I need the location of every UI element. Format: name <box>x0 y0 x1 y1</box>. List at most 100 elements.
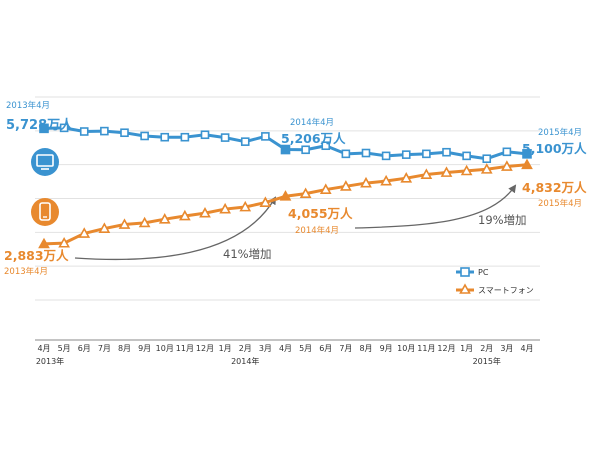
data-point-pc <box>79 127 89 136</box>
pc-2015-value: 5,100万人 <box>522 141 587 156</box>
data-point-pc <box>240 137 250 146</box>
sp-2014-date: 2014年4月 <box>295 225 339 236</box>
legend: PC スマートフォン <box>456 267 534 295</box>
sp-2014-value: 4,055万人 <box>288 206 353 221</box>
data-point-pc <box>401 150 411 159</box>
x-tick-label: 5月 <box>299 344 312 353</box>
data-point-pc <box>220 133 230 142</box>
pc-2013-value: 5,728万人 <box>6 117 74 133</box>
data-point-smartphone <box>319 183 332 194</box>
x-tick-label: 3月 <box>500 344 513 353</box>
legend-label-smartphone: スマートフォン <box>478 286 534 295</box>
sp-2015-date: 2015年4月 <box>538 198 582 209</box>
pc-2014-date: 2014年4月 <box>290 117 334 128</box>
data-point-pc <box>321 141 331 151</box>
data-point-smartphone <box>38 237 50 249</box>
data-point-pc <box>140 131 149 141</box>
data-point-smartphone <box>78 227 91 238</box>
data-point-smartphone <box>199 206 211 218</box>
x-year-label: 2014年 <box>231 356 259 366</box>
data-point-pc <box>100 126 109 136</box>
x-tick-label: 7月 <box>339 344 352 353</box>
data-point-smartphone <box>340 180 352 191</box>
sp-2013-value: 2,883万人 <box>4 248 69 263</box>
pc-2014-value: 5,206万人 <box>281 131 346 146</box>
data-point-smartphone <box>98 222 111 233</box>
x-tick-label: 7月 <box>98 344 111 353</box>
data-point-smartphone <box>480 163 493 174</box>
legend-item-smartphone: スマートフォン <box>456 283 534 295</box>
growth-arrow-2014-2015 <box>354 184 517 229</box>
x-tick-label: 2月 <box>480 344 493 353</box>
x-tick-label: 12月 <box>437 344 455 353</box>
x-tick-label: 11月 <box>417 344 435 353</box>
growth-label-2015: 19%増加 <box>478 213 527 227</box>
data-point-smartphone <box>360 176 372 188</box>
x-year-label: 2013年 <box>36 356 64 366</box>
data-point-smartphone <box>501 160 513 171</box>
x-tick-label: 1月 <box>219 344 232 353</box>
x-tick-label: 6月 <box>319 344 332 353</box>
data-point-smartphone <box>239 200 252 212</box>
data-point-smartphone <box>420 168 433 179</box>
x-tick-label: 10月 <box>397 344 415 353</box>
data-point-pc <box>301 145 310 155</box>
sp-2015-value: 4,832万人 <box>522 180 587 195</box>
data-point-pc <box>120 128 129 138</box>
data-point-smartphone <box>259 196 272 207</box>
x-tick-label: 1月 <box>460 344 473 353</box>
data-point-pc <box>462 151 471 161</box>
data-point-pc <box>422 149 431 159</box>
x-axis: 4月 5月 6月 7月 8月 9月 10月 11月 12月 1月 2月 3月 4月 5月 6月 7月 8月 9月 1… <box>35 339 540 366</box>
data-point-pc <box>381 151 391 161</box>
data-point-pc <box>442 147 451 157</box>
data-point-smartphone <box>380 174 392 186</box>
pc-2015-date: 2015年4月 <box>538 127 582 138</box>
x-tick-label: 4月 <box>520 344 533 353</box>
data-point-smartphone <box>219 202 231 214</box>
pc-monitor-icon <box>31 148 59 176</box>
data-point-pc <box>160 132 170 142</box>
growth-label-2014: 41%増加 <box>223 247 272 261</box>
data-point-smartphone <box>299 187 312 199</box>
data-point-pc <box>280 144 291 155</box>
x-tick-label: 6月 <box>78 344 91 353</box>
data-point-pc <box>39 123 49 134</box>
data-point-smartphone <box>138 216 151 228</box>
legend-item-pc: PC <box>456 267 489 277</box>
data-point-pc <box>200 130 210 140</box>
data-point-smartphone <box>460 164 473 176</box>
data-point-smartphone <box>179 209 191 221</box>
x-tick-label: 4月 <box>37 344 50 353</box>
data-point-smartphone <box>279 190 292 201</box>
x-tick-label: 5月 <box>58 344 71 353</box>
x-tick-label: 2月 <box>239 344 252 353</box>
data-point-smartphone <box>440 166 453 177</box>
data-point-smartphone <box>118 218 131 229</box>
x-tick-label: 9月 <box>380 344 393 353</box>
data-point-pc <box>261 132 270 141</box>
x-tick-label: 4月 <box>279 344 292 353</box>
data-point-pc <box>502 147 512 157</box>
data-point-smartphone <box>521 158 533 170</box>
x-tick-label: 9月 <box>138 344 151 353</box>
smartphone-icon <box>31 198 59 226</box>
data-point-pc <box>522 149 532 159</box>
pc-2013-date: 2013年4月 <box>6 100 50 111</box>
data-point-pc <box>482 154 492 164</box>
x-tick-label: 8月 <box>359 344 372 353</box>
data-point-smartphone <box>400 172 413 183</box>
data-point-pc <box>361 148 371 158</box>
data-point-pc <box>59 123 69 133</box>
x-tick-label: 11月 <box>176 344 194 353</box>
x-tick-label: 3月 <box>259 344 272 353</box>
legend-label-pc: PC <box>478 268 489 277</box>
x-tick-label: 10月 <box>156 344 174 353</box>
series-layer <box>38 123 533 249</box>
x-year-label: 2015年 <box>473 356 501 366</box>
sp-2013-date: 2013年4月 <box>4 266 48 277</box>
data-point-smartphone <box>158 213 171 224</box>
x-tick-label: 8月 <box>118 344 131 353</box>
data-point-pc <box>180 132 190 142</box>
